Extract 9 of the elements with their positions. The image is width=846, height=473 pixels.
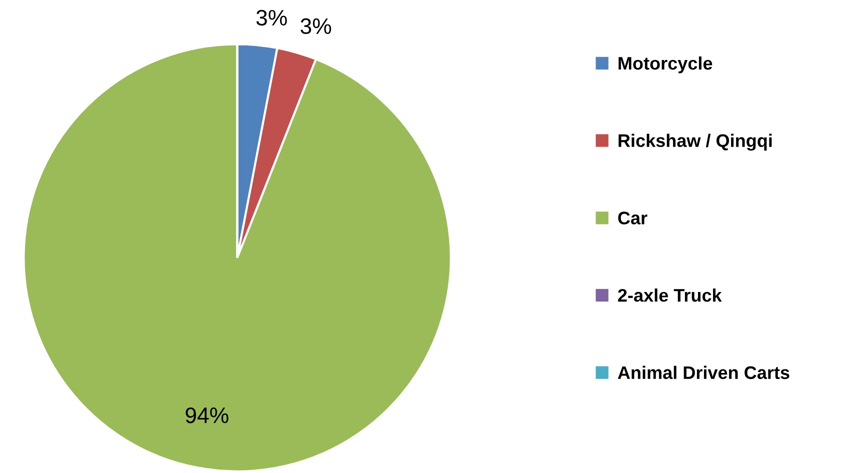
data-label: 3% — [300, 18, 332, 34]
legend-label: Animal Driven Carts — [618, 366, 790, 380]
legend-label: 2-axle Truck — [618, 288, 722, 302]
data-label: 94% — [186, 407, 228, 424]
data-label: 3% — [256, 10, 287, 26]
legend-label: Motorcycle — [618, 56, 712, 74]
legend-label: Rickshaw / Qingqi — [618, 134, 772, 151]
pie-slice — [22, 43, 452, 472]
legend-label: Car — [618, 212, 648, 224]
